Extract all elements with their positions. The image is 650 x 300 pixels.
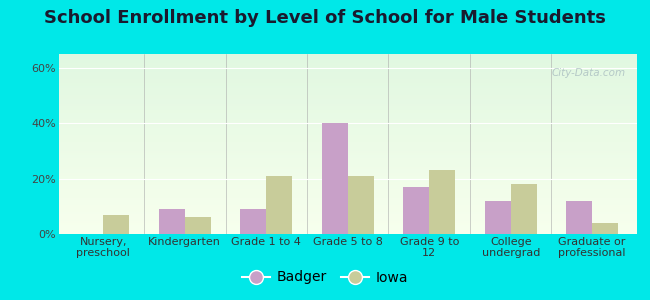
Bar: [58, 61, 637, 63]
Bar: [58, 85, 637, 88]
Bar: [485, 201, 511, 234]
Bar: [58, 65, 637, 68]
Bar: [58, 128, 637, 130]
Bar: [58, 144, 637, 146]
Bar: [58, 133, 637, 135]
Bar: [103, 214, 129, 234]
Bar: [159, 209, 185, 234]
Bar: [58, 137, 637, 140]
Bar: [58, 158, 637, 160]
Bar: [58, 167, 637, 169]
Bar: [58, 74, 637, 76]
Bar: [58, 223, 637, 225]
Bar: [58, 173, 637, 176]
Bar: [58, 200, 637, 202]
Bar: [58, 90, 637, 92]
Bar: [58, 180, 637, 182]
Bar: [58, 94, 637, 97]
Bar: [58, 70, 637, 72]
Bar: [58, 187, 637, 189]
Bar: [58, 63, 637, 65]
Bar: [58, 122, 637, 124]
Bar: [429, 170, 455, 234]
Bar: [240, 209, 266, 234]
Bar: [58, 88, 637, 90]
Bar: [58, 58, 637, 61]
Bar: [592, 223, 618, 234]
Bar: [58, 119, 637, 122]
Bar: [58, 216, 637, 218]
Text: City-Data.com: City-Data.com: [551, 68, 625, 78]
Bar: [58, 225, 637, 227]
Bar: [58, 230, 637, 232]
Bar: [58, 178, 637, 180]
Bar: [58, 83, 637, 86]
Bar: [403, 187, 429, 234]
Bar: [58, 135, 637, 137]
Bar: [58, 207, 637, 209]
Bar: [58, 198, 637, 200]
Bar: [58, 142, 637, 144]
Bar: [185, 218, 211, 234]
Legend: Badger, Iowa: Badger, Iowa: [237, 265, 413, 290]
Bar: [58, 79, 637, 81]
Bar: [58, 54, 637, 56]
Bar: [58, 151, 637, 153]
Bar: [58, 106, 637, 108]
Bar: [58, 194, 637, 196]
Bar: [58, 164, 637, 166]
Bar: [58, 110, 637, 112]
Bar: [58, 81, 637, 83]
Bar: [58, 103, 637, 106]
Bar: [58, 97, 637, 99]
Bar: [58, 160, 637, 162]
Bar: [511, 184, 537, 234]
Bar: [58, 72, 637, 74]
Bar: [58, 124, 637, 126]
Bar: [58, 205, 637, 207]
Bar: [58, 227, 637, 230]
Bar: [58, 153, 637, 155]
Bar: [266, 176, 292, 234]
Bar: [58, 126, 637, 128]
Bar: [58, 140, 637, 142]
Bar: [58, 209, 637, 211]
Bar: [58, 176, 637, 178]
Bar: [58, 76, 637, 79]
Bar: [58, 148, 637, 151]
Bar: [58, 99, 637, 101]
Bar: [58, 108, 637, 110]
Bar: [348, 176, 374, 234]
Bar: [58, 117, 637, 119]
Bar: [58, 115, 637, 117]
Bar: [58, 155, 637, 158]
Bar: [58, 218, 637, 220]
Bar: [58, 68, 637, 70]
Text: School Enrollment by Level of School for Male Students: School Enrollment by Level of School for…: [44, 9, 606, 27]
Bar: [58, 212, 637, 214]
Bar: [58, 220, 637, 223]
Bar: [58, 189, 637, 191]
Bar: [566, 201, 592, 234]
Bar: [58, 191, 637, 194]
Bar: [58, 101, 637, 104]
Bar: [58, 56, 637, 58]
Bar: [58, 146, 637, 148]
Bar: [58, 171, 637, 173]
Bar: [58, 92, 637, 95]
Bar: [58, 196, 637, 198]
Bar: [58, 162, 637, 164]
Bar: [322, 123, 348, 234]
Bar: [58, 182, 637, 184]
Bar: [58, 214, 637, 216]
Bar: [58, 130, 637, 133]
Bar: [58, 112, 637, 115]
Bar: [58, 169, 637, 171]
Bar: [58, 184, 637, 187]
Bar: [58, 202, 637, 205]
Bar: [58, 232, 637, 234]
